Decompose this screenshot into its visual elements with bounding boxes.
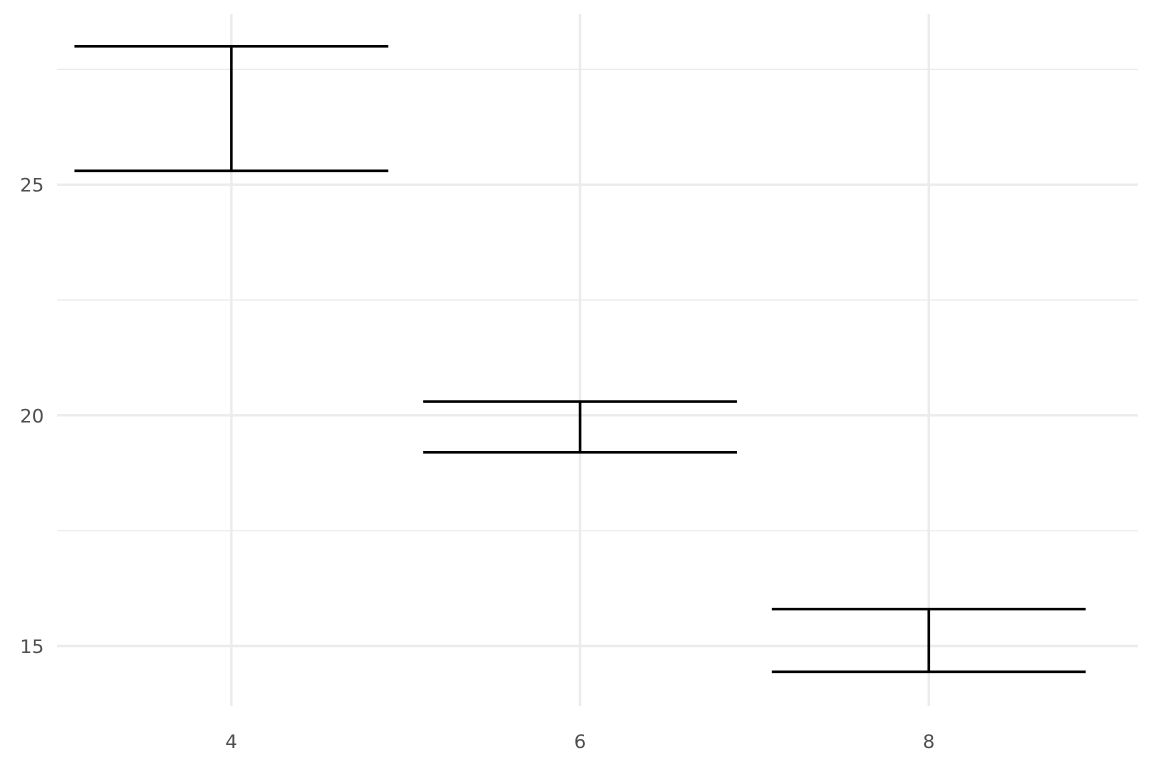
- errorbars: [74, 44, 1086, 674]
- y-tick-label: 25: [20, 175, 44, 197]
- x-tick-label: 6: [574, 731, 586, 753]
- major-gridlines: [57, 14, 1138, 706]
- y-tick-label: 20: [20, 405, 44, 427]
- x-tick-label: 8: [923, 731, 935, 753]
- minor-gridlines: [57, 68, 1138, 532]
- x-tick-label: 4: [225, 731, 237, 753]
- tick-labels: 4 6 8 15 20 25: [20, 175, 935, 753]
- y-tick-label: 15: [20, 636, 44, 658]
